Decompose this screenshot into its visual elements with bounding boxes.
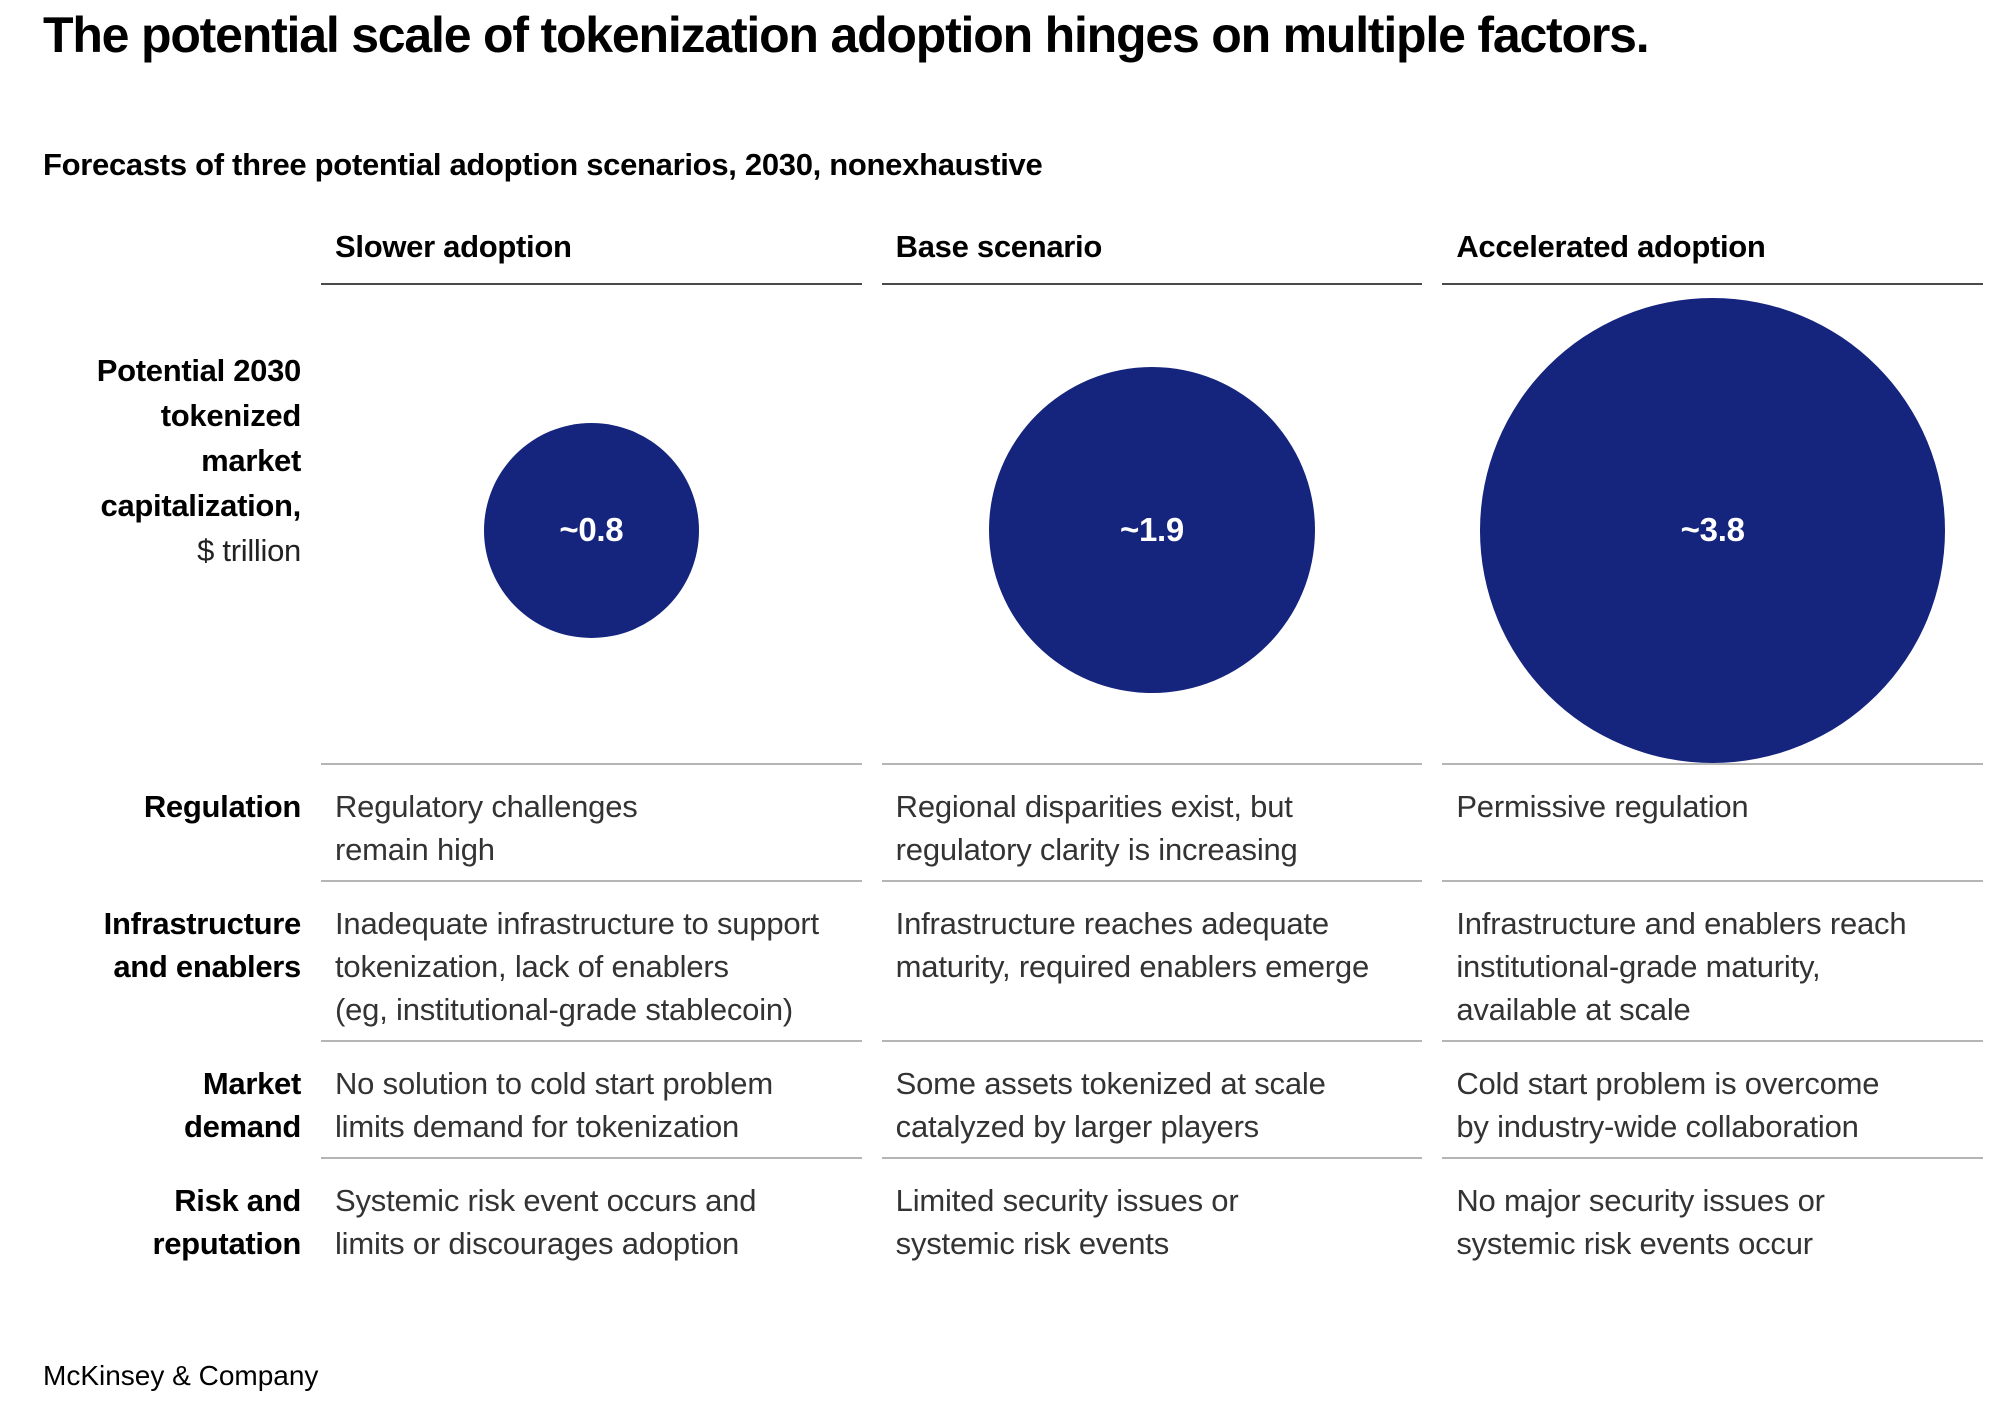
bubble-cell-slower-adoption: ~0.8 xyxy=(321,285,862,763)
bubble-slower-adoption: ~0.8 xyxy=(483,422,699,638)
row-label-regulation: Regulation xyxy=(143,789,301,824)
cell-regulation-accelerated: Permissive regulation xyxy=(1442,763,1983,880)
grid-corner-spacer xyxy=(43,229,301,285)
cell-regulation-slower: Regulatory challenges remain high xyxy=(321,763,862,880)
cell-regulation-base: Regional disparities exist, but regulato… xyxy=(881,763,1423,880)
bubble-value-label: ~0.8 xyxy=(559,511,624,548)
bubble-axis-label-bold: Potential 2030 tokenized market capitali… xyxy=(96,353,302,523)
page-subtitle: Forecasts of three potential adoption sc… xyxy=(43,147,1043,182)
cell-market-demand-base: Some assets tokenized at scale catalyzed… xyxy=(881,1040,1423,1157)
cell-risk-slower: Systemic risk event occurs and limits or… xyxy=(321,1157,862,1274)
bubble-axis-label: Potential 2030 tokenized market capitali… xyxy=(43,285,302,763)
column-header-base-scenario: Base scenario xyxy=(881,229,1423,285)
bubble-axis-unit: $ trillion xyxy=(197,533,301,568)
row-label-risk-and-reputation: Risk and reputation xyxy=(152,1183,301,1261)
row-label-infrastructure-and-enablers: Infrastructure and enablers xyxy=(103,906,302,984)
cell-infrastructure-accelerated: Infrastructure and enablers reach instit… xyxy=(1442,880,1983,1040)
cell-infrastructure-base: Infrastructure reaches adequate maturity… xyxy=(881,880,1423,1040)
cell-risk-base: Limited security issues or systemic risk… xyxy=(881,1157,1423,1274)
mckinsey-brand-text: McKinsey & Company xyxy=(43,1360,319,1391)
scenario-comparison-grid: Slower adoption Base scenario Accelerate… xyxy=(43,229,1983,1274)
bubble-cell-base-scenario: ~1.9 xyxy=(882,285,1423,763)
bubble-cell-accelerated-adoption: ~3.8 xyxy=(1442,285,1983,763)
cell-market-demand-slower: No solution to cold start problem limits… xyxy=(321,1040,862,1157)
column-header-slower-adoption: Slower adoption xyxy=(321,229,862,285)
bubble-accelerated-adoption: ~3.8 xyxy=(1480,297,1946,763)
bubble-base-scenario: ~1.9 xyxy=(988,367,1315,693)
bubble-value-label: ~1.9 xyxy=(1120,511,1184,548)
cell-risk-accelerated: No major security issues or systemic ris… xyxy=(1442,1157,1983,1274)
row-label-market-demand: Market demand xyxy=(183,1066,301,1144)
bubble-value-label: ~3.8 xyxy=(1680,511,1745,548)
cell-infrastructure-slower: Inadequate infrastructure to support tok… xyxy=(321,880,862,1040)
column-header-accelerated-adoption: Accelerated adoption xyxy=(1442,229,1983,285)
cell-market-demand-accelerated: Cold start problem is overcome by indust… xyxy=(1442,1040,1983,1157)
page-title: The potential scale of tokenization adop… xyxy=(43,7,1650,63)
